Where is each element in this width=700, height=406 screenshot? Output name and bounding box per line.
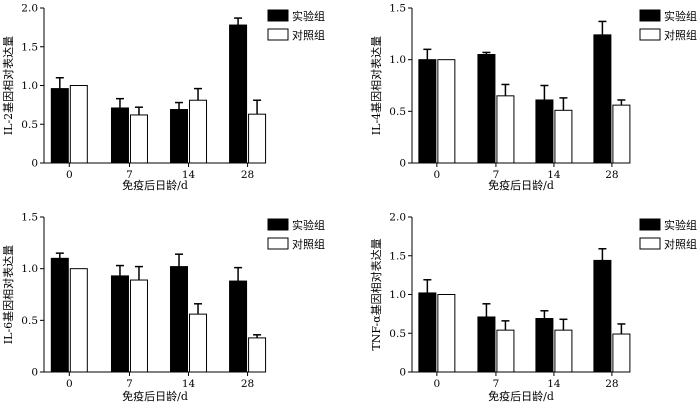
x-axis-label: 免疫后日龄/d [488, 178, 554, 192]
x-tick-label: 28 [241, 378, 254, 390]
experiment-bar [535, 318, 554, 373]
experiment-bar [50, 88, 69, 164]
y-tick-label: 1.5 [389, 3, 406, 15]
y-tick-label: 1.0 [21, 80, 38, 92]
legend-swatch-experiment [267, 218, 289, 231]
y-axis-label: IL-2基因相对表达量 [1, 36, 15, 135]
x-tick-label: 0 [434, 169, 441, 181]
legend-label-control: 对照组 [664, 237, 697, 251]
x-tick-label: 7 [493, 378, 500, 390]
control-bar [437, 294, 456, 373]
y-tick-label: 2.0 [21, 3, 38, 15]
control-bar [612, 104, 631, 164]
control-bar [496, 329, 515, 373]
experiment-bar [110, 107, 129, 164]
chart-panel: 0 0.5 1.0 1.5 2.0 0 7 14 28 免疫后日龄/d IL-2基因相对表达量 实验组… [1, 3, 325, 193]
y-tick-label: 0.5 [21, 119, 38, 131]
x-tick-label: 14 [547, 169, 561, 181]
legend-swatch-experiment [267, 9, 289, 22]
legend-label-control: 对照组 [664, 28, 697, 42]
y-tick-label: 0.5 [389, 106, 406, 118]
x-axis-label: 免疫后日龄/d [122, 178, 188, 192]
x-tick-label: 28 [605, 378, 618, 390]
control-bar [554, 329, 573, 373]
legend-swatch-experiment [639, 218, 661, 231]
experiment-bar [593, 259, 612, 373]
control-bar [248, 113, 267, 164]
control-bar [248, 337, 267, 373]
y-tick-label: 1.0 [21, 263, 38, 275]
legend-label-experiment: 实验组 [292, 218, 325, 232]
x-tick-label: 14 [182, 378, 196, 390]
x-tick-label: 0 [434, 378, 441, 390]
x-tick-label: 0 [66, 169, 73, 181]
y-tick-label: 0 [399, 367, 406, 379]
control-bar [69, 85, 88, 164]
experiment-bar [477, 54, 496, 164]
experiment-bar [229, 280, 248, 373]
legend-label-experiment: 实验组 [664, 9, 697, 23]
y-tick-label: 1.5 [21, 212, 38, 224]
legend-label-experiment: 实验组 [292, 9, 325, 23]
y-axis-label: TNF-α基因相对表达量 [369, 238, 383, 350]
control-bar [129, 279, 148, 373]
experiment-bar [593, 34, 612, 164]
x-tick-label: 14 [182, 169, 196, 181]
experiment-bar [50, 257, 69, 373]
y-tick-label: 0.5 [389, 328, 406, 340]
chart-panel: 0 0.5 1.0 1.5 2.0 0 7 14 28 免疫后日龄/d TNF-α基因相对表达量 实验… [369, 212, 697, 404]
control-bar [129, 114, 148, 164]
y-tick-label: 0.5 [21, 315, 38, 327]
experiment-bar [170, 266, 189, 373]
legend-label-control: 对照组 [292, 237, 325, 251]
control-bar [554, 109, 573, 164]
x-tick-label: 7 [126, 169, 133, 181]
x-tick-label: 28 [241, 169, 254, 181]
y-axis-label: IL-4基因相对表达量 [369, 36, 383, 135]
control-bar [437, 59, 456, 164]
control-bar [496, 95, 515, 164]
x-tick-label: 7 [493, 169, 500, 181]
legend-label-control: 对照组 [292, 28, 325, 42]
x-axis-label: 免疫后日龄/d [488, 389, 554, 403]
y-tick-label: 1.0 [389, 289, 406, 301]
experiment-bar [418, 292, 437, 373]
control-bar [69, 268, 88, 373]
y-axis-label: IL-6基因相对表达量 [1, 245, 15, 344]
experiment-bar [170, 109, 189, 164]
legend-swatch-experiment [639, 9, 661, 22]
x-tick-label: 28 [605, 169, 618, 181]
control-bar [189, 99, 208, 164]
control-bar [189, 313, 208, 373]
y-tick-label: 1.5 [389, 250, 406, 262]
legend-swatch-control [639, 28, 661, 41]
experiment-bar [535, 99, 554, 164]
x-tick-label: 7 [126, 378, 133, 390]
legend-label-experiment: 实验组 [664, 218, 697, 232]
y-tick-label: 1.0 [389, 54, 406, 66]
experiment-bar [229, 24, 248, 164]
experiment-bar [110, 275, 129, 373]
x-axis-label: 免疫后日龄/d [122, 389, 188, 403]
experiment-bar [418, 59, 437, 164]
x-tick-label: 14 [547, 378, 561, 390]
legend-swatch-control [267, 28, 289, 41]
y-tick-label: 0 [31, 158, 38, 170]
legend-swatch-control [267, 237, 289, 250]
control-bar [612, 333, 631, 373]
y-tick-label: 0 [31, 367, 38, 379]
y-tick-label: 1.5 [21, 41, 38, 53]
y-tick-label: 0 [399, 158, 406, 170]
x-tick-label: 0 [66, 378, 73, 390]
legend-swatch-control [639, 237, 661, 250]
experiment-bar [477, 316, 496, 373]
y-tick-label: 2.0 [389, 212, 406, 224]
